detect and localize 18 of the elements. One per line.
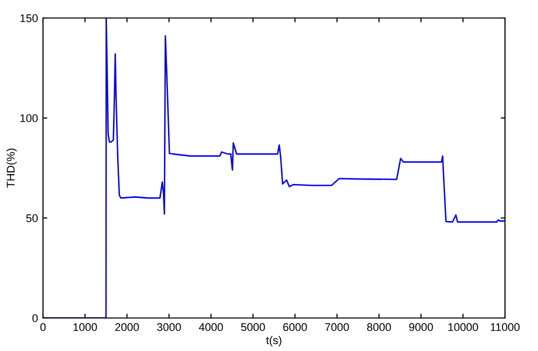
y-tick-label: 100 — [20, 114, 38, 122]
y-tick-label: 150 — [20, 14, 38, 22]
x-axis-title: t(s) — [266, 336, 282, 346]
y-axis-title: THD(%) — [6, 148, 17, 188]
x-tick-label: 8000 — [367, 323, 391, 332]
x-tick-label: 10000 — [448, 323, 478, 332]
x-tick-label: 11000 — [490, 323, 520, 332]
x-tick-label: 5000 — [241, 323, 265, 332]
x-tick-label: 6000 — [283, 323, 307, 332]
x-tick-label: 2000 — [115, 323, 139, 332]
x-tick-label: 1000 — [73, 323, 97, 332]
y-tick-label: 50 — [26, 214, 38, 222]
x-tick-label: 4000 — [198, 323, 223, 332]
x-tick-label: 9000 — [409, 323, 433, 332]
x-tick-label: 7000 — [325, 323, 349, 332]
x-tick-label: 0 — [40, 323, 46, 332]
y-tick-label: 0 — [32, 314, 38, 322]
x-tick-label: 3000 — [157, 323, 181, 332]
